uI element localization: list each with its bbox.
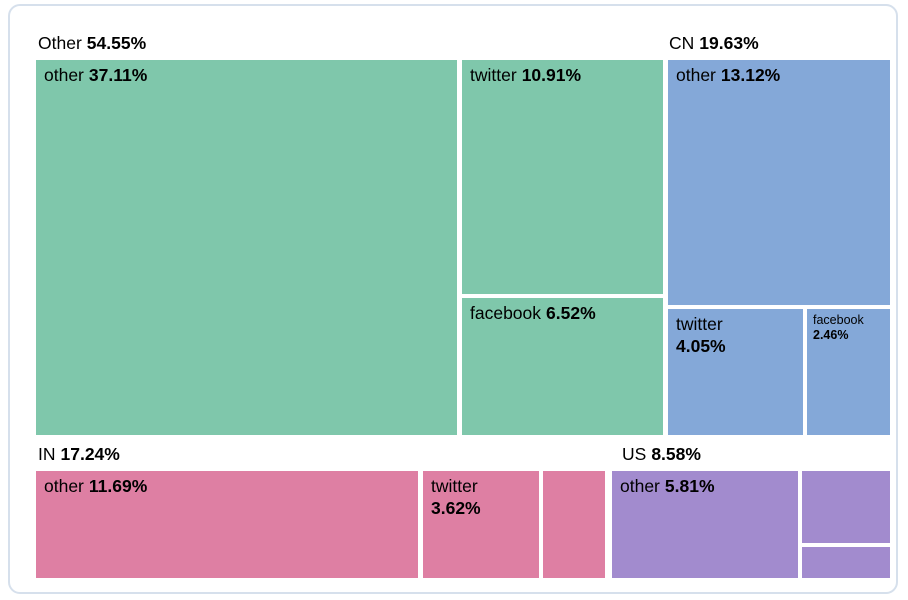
group-name: IN [38, 444, 56, 464]
treemap-cell-us-other[interactable]: other 5.81% [612, 471, 798, 578]
group-label-in: IN 17.24% [38, 444, 120, 464]
treemap-cell-in-twitter[interactable]: twitter 3.62% [423, 471, 539, 578]
treemap-cell-cn-other[interactable]: other 13.12% [668, 60, 890, 305]
cell-value: 2.46% [813, 328, 849, 342]
cell-value: 4.05% [676, 335, 726, 356]
treemap-cell-other-other[interactable]: other 37.11% [36, 60, 457, 435]
group-value: 8.58% [651, 444, 701, 464]
group-name: CN [669, 33, 695, 53]
cell-value: 11.69% [88, 476, 148, 496]
cell-label: other [44, 65, 84, 85]
cell-value: 3.62% [431, 497, 481, 518]
cell-label: twitter [470, 65, 517, 85]
group-label-other: Other 54.55% [38, 33, 146, 53]
group-value: 54.55% [86, 33, 147, 53]
group-name: US [622, 444, 647, 464]
cell-value: 13.12% [720, 65, 781, 85]
treemap-cell-us-unlabeled-2[interactable] [802, 547, 890, 578]
group-name: Other [38, 33, 82, 53]
treemap-cell-in-other[interactable]: other 11.69% [36, 471, 418, 578]
treemap-cell-in-unlabeled[interactable] [543, 471, 605, 578]
cell-value: 5.81% [664, 476, 715, 496]
cell-value: 6.52% [546, 303, 596, 323]
group-label-us: US 8.58% [622, 444, 701, 464]
cell-label: other [620, 476, 660, 496]
treemap-card: Other 54.55% CN 19.63% IN 17.24% US 8.58% ot… [8, 4, 898, 594]
treemap-cell-cn-twitter[interactable]: twitter 4.05% [668, 309, 803, 435]
cell-label: twitter [676, 314, 723, 334]
treemap-cell-us-unlabeled-1[interactable] [802, 471, 890, 543]
cell-label: facebook [813, 313, 864, 327]
treemap-cell-other-twitter[interactable]: twitter 10.91% [462, 60, 663, 294]
group-label-cn: CN 19.63% [669, 33, 759, 53]
cell-value: 37.11% [88, 65, 148, 85]
treemap-cell-cn-facebook[interactable]: facebook 2.46% [807, 309, 890, 435]
cell-label: other [44, 476, 84, 496]
treemap-cell-other-facebook[interactable]: facebook 6.52% [462, 298, 663, 435]
cell-label: other [676, 65, 716, 85]
cell-label: twitter [431, 476, 478, 496]
group-value: 17.24% [60, 444, 120, 464]
cell-label: facebook [470, 303, 542, 323]
cell-value: 10.91% [521, 65, 582, 85]
group-value: 19.63% [699, 33, 759, 53]
